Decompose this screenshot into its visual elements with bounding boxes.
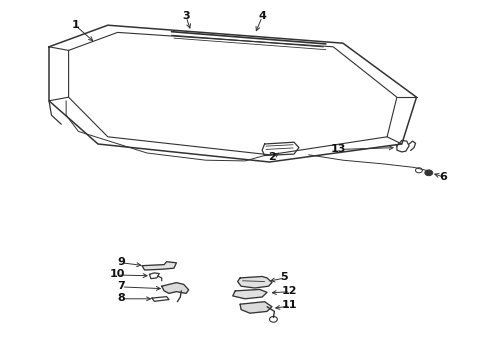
Text: 10: 10 — [110, 269, 125, 279]
Text: 3: 3 — [182, 11, 190, 21]
Text: 11: 11 — [281, 300, 297, 310]
Text: 2: 2 — [268, 152, 276, 162]
Polygon shape — [238, 276, 272, 288]
Polygon shape — [162, 283, 189, 293]
Polygon shape — [233, 289, 267, 299]
Text: 4: 4 — [258, 11, 266, 21]
Text: 12: 12 — [281, 286, 297, 296]
Polygon shape — [142, 262, 176, 270]
Text: 7: 7 — [118, 281, 125, 291]
Text: 9: 9 — [118, 257, 125, 267]
Text: 5: 5 — [280, 272, 288, 282]
Text: 8: 8 — [118, 293, 125, 303]
Text: 1: 1 — [72, 20, 80, 30]
Text: 6: 6 — [440, 172, 447, 182]
Polygon shape — [240, 302, 272, 313]
Circle shape — [425, 170, 433, 176]
Text: 13: 13 — [330, 144, 346, 154]
